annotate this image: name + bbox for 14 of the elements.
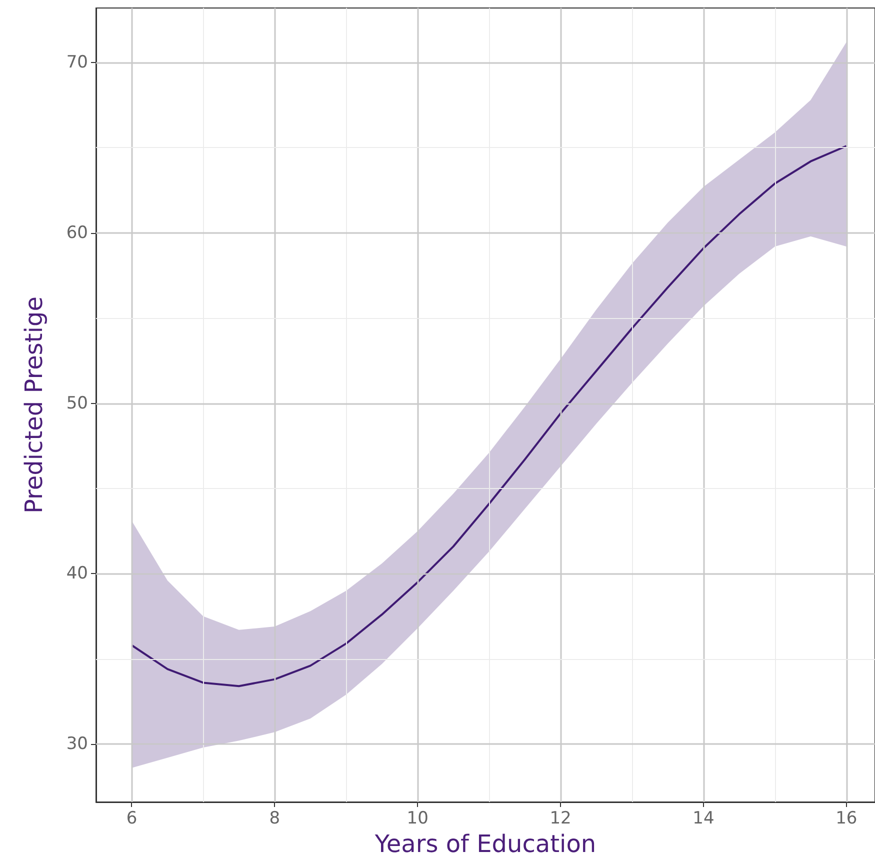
x-tick-label: 14 [692, 808, 714, 828]
x-tick-label: 12 [550, 808, 572, 828]
y-tick-label: 50 [66, 393, 88, 414]
x-tick-label: 10 [406, 808, 428, 828]
y-tick-label: 70 [66, 52, 88, 73]
y-tick-label: 60 [66, 222, 88, 243]
line-series [130, 145, 848, 688]
x-axis-title: Years of Education [374, 830, 596, 858]
y-axis-title: Predicted Prestige [20, 296, 48, 514]
y-tick-label: 30 [66, 734, 88, 754]
x-tick-label: 6 [126, 808, 138, 828]
x-tick-label: 16 [836, 808, 858, 828]
x-tick-label: 8 [269, 808, 280, 828]
y-tick-label: 40 [66, 564, 88, 584]
